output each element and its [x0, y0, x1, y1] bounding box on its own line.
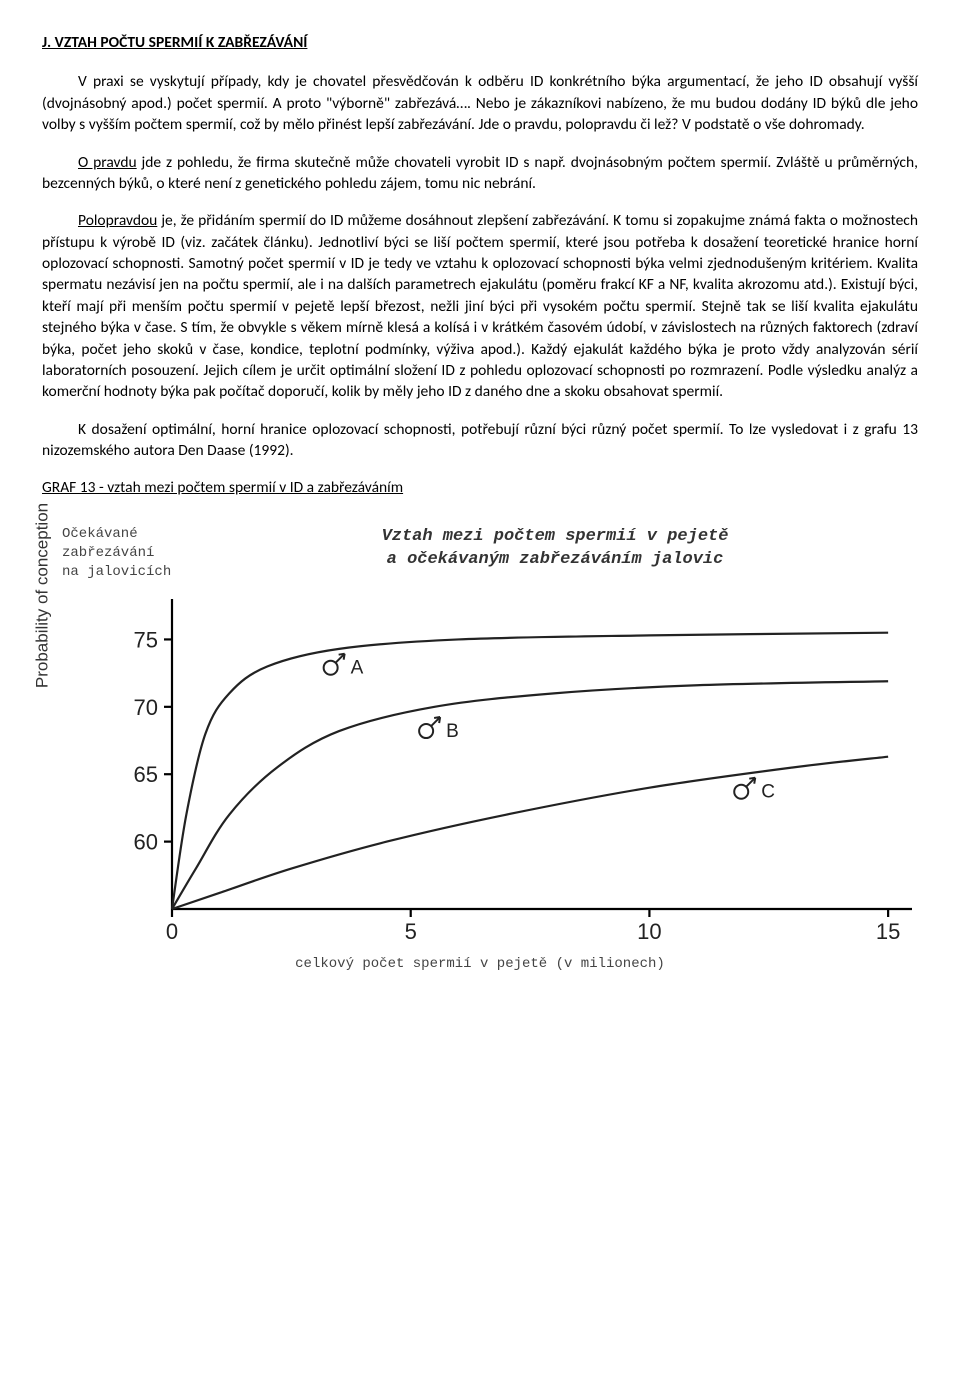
- chart-header-left-l1: Očekávané: [62, 526, 138, 542]
- p3-lead: Polopravdou: [78, 211, 157, 230]
- chart-13: Očekávané zabřezávání na jalovicích Vzta…: [42, 515, 918, 974]
- chart-header-left-l2: zabřezávání: [62, 545, 154, 561]
- p2-lead: O pravdu: [78, 153, 137, 172]
- paragraph-2: O pravdu jde z pohledu, že firma skutečn…: [42, 152, 918, 195]
- svg-text:70: 70: [134, 695, 158, 720]
- graph-caption: GRAF 13 - vztah mezi počtem spermií v ID…: [42, 477, 918, 498]
- svg-text:65: 65: [134, 762, 158, 787]
- chart-header-right-l2: a očekávaným zabřezáváním jalovic: [387, 550, 724, 569]
- svg-text:C: C: [761, 781, 775, 802]
- chart-header-right: Vztah mezi počtem spermií v pejetě a oče…: [212, 525, 898, 572]
- svg-text:5: 5: [405, 919, 417, 944]
- section-heading: J. VZTAH POČTU SPERMIÍ K ZABŘEZÁVÁNÍ: [42, 32, 918, 53]
- svg-text:60: 60: [134, 829, 158, 854]
- paragraph-3: Polopravdou je, že přidáním spermií do I…: [42, 210, 918, 402]
- chart-header-left: Očekávané zabřezávání na jalovicích: [62, 525, 212, 583]
- chart-ylabel: Probability of conception: [30, 503, 53, 688]
- chart-plot-area: Probability of conception 60657075051015…: [62, 589, 898, 949]
- chart-header: Očekávané zabřezávání na jalovicích Vzta…: [62, 525, 898, 583]
- p2-rest: jde z pohledu, že firma skutečně může ch…: [42, 153, 918, 193]
- svg-text:15: 15: [876, 919, 900, 944]
- paragraph-4: K dosažení optimální, horní hranice oplo…: [42, 419, 918, 462]
- svg-text:B: B: [446, 721, 459, 742]
- chart-header-left-l3: na jalovicích: [62, 564, 171, 580]
- paragraph-1: V praxi se vyskytují případy, kdy je cho…: [42, 71, 918, 135]
- svg-text:A: A: [351, 657, 364, 678]
- chart-svg: 60 65 70 75 0 5 10 15 A B C: [102, 589, 932, 949]
- svg-text:0: 0: [166, 919, 178, 944]
- chart-xlabel: celkový počet spermií v pejetě (v milion…: [62, 955, 898, 974]
- p3-rest: je, že přidáním spermií do ID můžeme dos…: [42, 211, 918, 401]
- svg-text:10: 10: [637, 919, 661, 944]
- chart-header-right-l1: Vztah mezi počtem spermií v pejetě: [382, 527, 729, 546]
- svg-text:75: 75: [134, 627, 158, 652]
